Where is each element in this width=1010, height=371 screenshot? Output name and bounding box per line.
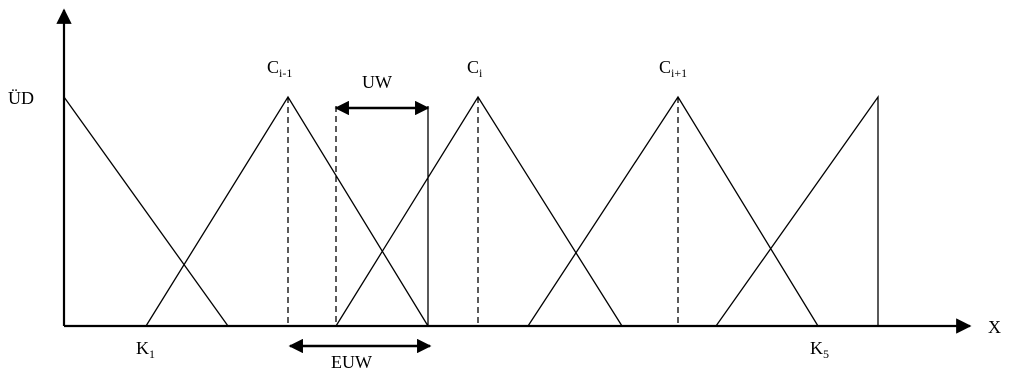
label-k-last: K5 [810, 338, 829, 361]
x-axis-label: X [988, 317, 1001, 337]
label-c-curr: Ci [467, 57, 483, 80]
label-k-first: K1 [136, 338, 155, 361]
membership-function-2 [145, 95, 429, 327]
label-uw: UW [362, 72, 392, 92]
membership-function-4 [527, 95, 819, 327]
membership-function-5 [715, 94, 879, 327]
membership-function-3 [335, 95, 623, 327]
y-axis-label: ÜD [8, 88, 34, 108]
membership-function-1 [63, 96, 229, 327]
label-euw: EUW [331, 352, 372, 371]
label-c-next: Ci+1 [659, 57, 687, 80]
label-c-prev: Ci-1 [267, 57, 292, 80]
